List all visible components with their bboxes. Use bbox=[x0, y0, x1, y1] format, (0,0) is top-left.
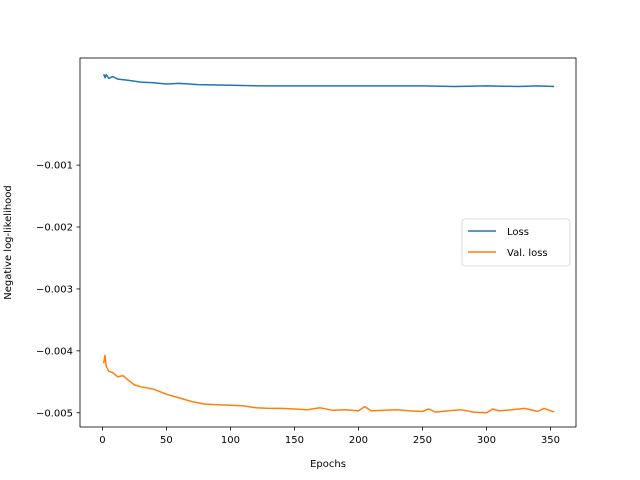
y-tick-label: −0.004 bbox=[36, 346, 73, 357]
y-tick-label: −0.003 bbox=[36, 284, 73, 295]
y-tick-label: −0.005 bbox=[36, 408, 73, 419]
x-tick-label: 300 bbox=[477, 435, 496, 446]
x-tick-label: 100 bbox=[221, 435, 240, 446]
y-tick-label: −0.001 bbox=[36, 161, 73, 172]
x-tick-label: 250 bbox=[413, 435, 432, 446]
y-axis: −0.001 −0.002 −0.003 −0.004 −0.005 bbox=[36, 161, 80, 419]
y-axis-label: Negative log-likelihood bbox=[3, 185, 14, 300]
x-tick-label: 50 bbox=[160, 435, 173, 446]
legend: Loss Val. loss bbox=[461, 218, 571, 267]
plot-frame bbox=[79, 57, 577, 428]
series-line-2 bbox=[102, 354, 555, 414]
legend-label-1: Loss bbox=[507, 227, 529, 238]
x-axis-label: Epochs bbox=[310, 459, 346, 470]
legend-label-2: Val. loss bbox=[507, 248, 548, 259]
x-tick-label: 0 bbox=[99, 435, 105, 446]
x-tick-label: 350 bbox=[541, 435, 560, 446]
y-tick-label: −0.002 bbox=[36, 223, 73, 234]
x-axis: 0 50 100 150 200 250 300 350 bbox=[99, 427, 560, 446]
x-tick-label: 200 bbox=[349, 435, 368, 446]
series-layer bbox=[102, 73, 555, 414]
series-line-1 bbox=[102, 73, 555, 88]
x-tick-label: 150 bbox=[285, 435, 304, 446]
